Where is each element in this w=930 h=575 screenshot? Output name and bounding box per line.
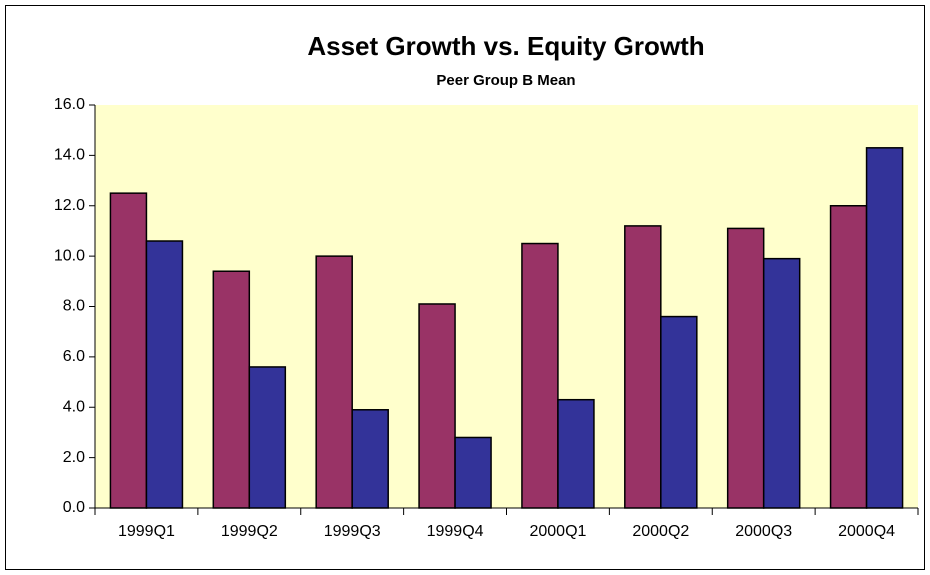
bar (624, 225, 662, 509)
bar (521, 242, 559, 509)
bar (315, 255, 353, 509)
x-tick-label: 1999Q4 (427, 523, 484, 540)
bar (351, 409, 389, 509)
y-tick-label: 6.0 (63, 348, 85, 365)
y-tick-label: 10.0 (54, 247, 85, 264)
y-tick-label: 4.0 (63, 398, 85, 415)
bar (829, 205, 868, 509)
y-tick-label: 12.0 (54, 197, 85, 214)
bar (212, 270, 251, 509)
bar (454, 436, 492, 509)
bar (145, 240, 184, 509)
chart-title: Asset Growth vs. Equity Growth (307, 31, 704, 61)
x-tick-label: 1999Q3 (324, 523, 381, 540)
x-tick-label: 1999Q2 (221, 523, 278, 540)
y-tick-label: 16.0 (54, 96, 85, 113)
y-tick-label: 14.0 (54, 147, 85, 164)
bar (557, 398, 595, 509)
bar (762, 257, 801, 509)
bar (418, 303, 456, 509)
y-tick-label: 0.0 (63, 499, 85, 516)
bar (109, 192, 148, 509)
bar (660, 315, 698, 509)
x-tick-label: 2000Q1 (529, 523, 586, 540)
x-tick-label: 2000Q2 (632, 523, 689, 540)
y-tick-label: 2.0 (63, 449, 85, 466)
bar (865, 147, 904, 509)
x-tick-label: 2000Q3 (735, 523, 792, 540)
bar (726, 227, 765, 509)
x-tick-label: 2000Q4 (838, 523, 895, 540)
x-tick-label: 1999Q1 (118, 523, 175, 540)
bar (248, 366, 287, 509)
y-tick-label: 8.0 (63, 298, 85, 315)
chart-subtitle: Peer Group B Mean (436, 72, 575, 89)
